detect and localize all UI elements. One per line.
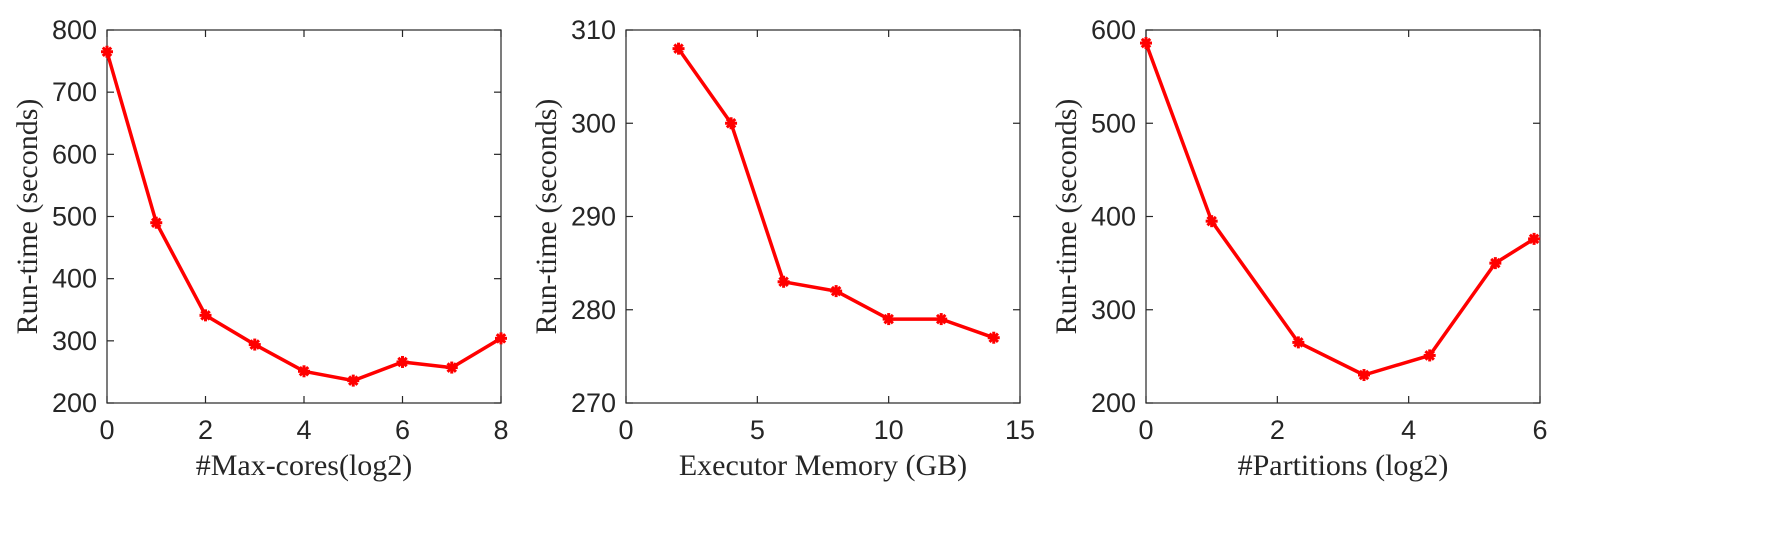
plot-frame	[1145, 29, 1541, 404]
data-point-marker	[248, 338, 261, 351]
x-tick-label: 6	[1532, 415, 1547, 445]
y-tick-label: 200	[52, 388, 97, 418]
y-tick-label: 290	[571, 202, 616, 232]
x-tick-label: 4	[296, 415, 311, 445]
x-tick-label: 5	[750, 415, 765, 445]
data-point-marker	[935, 313, 948, 326]
x-tick-label: 2	[1270, 415, 1285, 445]
data-point-marker	[1423, 349, 1436, 362]
y-tick-label: 600	[1091, 15, 1136, 45]
y-tick-label: 500	[1091, 108, 1136, 138]
y-axis-label: Run-time (seconds)	[1050, 99, 1083, 335]
x-axis-label: Executor Memory (GB)	[679, 449, 967, 482]
x-tick-label: 8	[493, 415, 508, 445]
data-point-marker	[1528, 232, 1541, 245]
y-tick-label: 600	[52, 139, 97, 169]
data-point-marker	[777, 275, 790, 288]
x-axis-label: #Max-cores(log2)	[196, 449, 413, 482]
data-point-marker	[347, 374, 360, 387]
data-point-marker	[1292, 336, 1305, 349]
data-point-marker	[1140, 37, 1152, 50]
data-point-marker	[445, 361, 458, 374]
data-point-marker	[882, 313, 895, 326]
chart-panel-2: 270 280 290 300 310 0 5 10 15 Executor Memory (GB…	[530, 15, 1035, 482]
y-tick-label: 300	[52, 326, 97, 356]
data-point-marker	[725, 117, 738, 130]
y-tick-label: 700	[52, 77, 97, 107]
chart-panel-3: 200 300 400 500 600 0 2 4 6 #Partitions (log2) Run…	[1050, 15, 1548, 482]
x-tick-label: 10	[874, 415, 904, 445]
y-tick-label: 400	[1091, 202, 1136, 232]
x-axis-label: #Partitions (log2)	[1238, 449, 1449, 482]
y-tick-label: 310	[571, 15, 616, 45]
y-tick-label: 270	[571, 388, 616, 418]
y-tick-label: 300	[1091, 295, 1136, 325]
data-point-marker	[396, 355, 409, 368]
data-point-marker	[1205, 215, 1218, 228]
data-point-marker	[150, 216, 163, 229]
data-point-marker	[987, 331, 1000, 344]
data-point-marker	[1489, 257, 1502, 270]
x-tick-label: 0	[618, 415, 633, 445]
x-tick-label: 6	[395, 415, 410, 445]
y-axis-label: Run-time (seconds)	[11, 99, 44, 335]
y-tick-label: 300	[571, 108, 616, 138]
plot-frame	[625, 29, 1021, 404]
data-point-marker	[298, 365, 310, 378]
data-point-marker	[830, 285, 843, 298]
y-tick-label: 500	[52, 202, 97, 232]
x-tick-label: 0	[99, 415, 114, 445]
x-tick-label: 2	[198, 415, 213, 445]
y-axis-label: Run-time (seconds)	[530, 99, 563, 335]
data-point-marker	[199, 309, 212, 322]
data-point-marker	[495, 332, 507, 345]
y-tick-label: 400	[52, 264, 97, 294]
y-tick-label: 800	[52, 15, 97, 45]
x-tick-label: 15	[1005, 415, 1035, 445]
chart-panel-1: 200 300 400 500 600 700 800 0 2 4 6 8 #Max-cores(log…	[11, 15, 509, 482]
data-point-marker	[1358, 369, 1371, 382]
series-line	[105, 51, 502, 383]
plot-frame	[106, 29, 502, 404]
data-point-marker	[672, 42, 685, 55]
series-line	[1144, 42, 1536, 377]
data-point-marker	[101, 45, 113, 58]
y-tick-label: 280	[571, 295, 616, 325]
x-tick-label: 0	[1138, 415, 1153, 445]
y-tick-label: 200	[1091, 388, 1136, 418]
x-tick-label: 4	[1401, 415, 1416, 445]
